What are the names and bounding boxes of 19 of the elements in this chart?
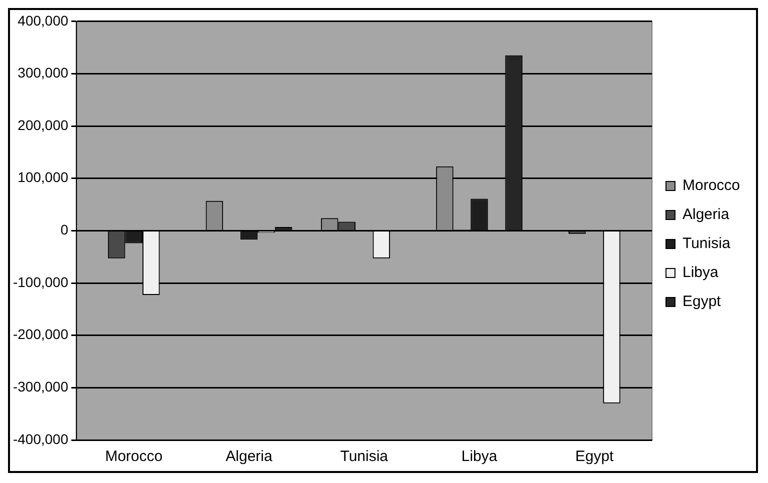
y-tick-label: -100,000: [12, 274, 68, 290]
x-tick-label: Algeria: [226, 448, 273, 466]
legend-label: Egypt: [682, 293, 722, 310]
x-tick-label: Egypt: [575, 448, 614, 466]
y-tick-label: -400,000: [12, 430, 68, 447]
x-tick-label: Tunisia: [340, 448, 389, 466]
y-tick-label: 200,000: [18, 116, 68, 133]
x-tick-label: Libya: [461, 448, 498, 466]
legend-label: Algeria: [682, 206, 730, 224]
legend-label: Libya: [682, 264, 719, 282]
y-tick-label: 100,000: [18, 169, 68, 186]
x-tick-label: Morocco: [105, 448, 163, 466]
y-tick-label: -300,000: [12, 378, 68, 395]
legend-label: Tunisia: [682, 235, 731, 252]
legend-label: Morocco: [682, 177, 740, 194]
y-tick-label: 300,000: [18, 64, 68, 81]
y-tick-label: -200,000: [12, 326, 68, 342]
y-tick-label: 400,000: [18, 12, 68, 28]
y-tick-label: 0: [60, 222, 68, 238]
